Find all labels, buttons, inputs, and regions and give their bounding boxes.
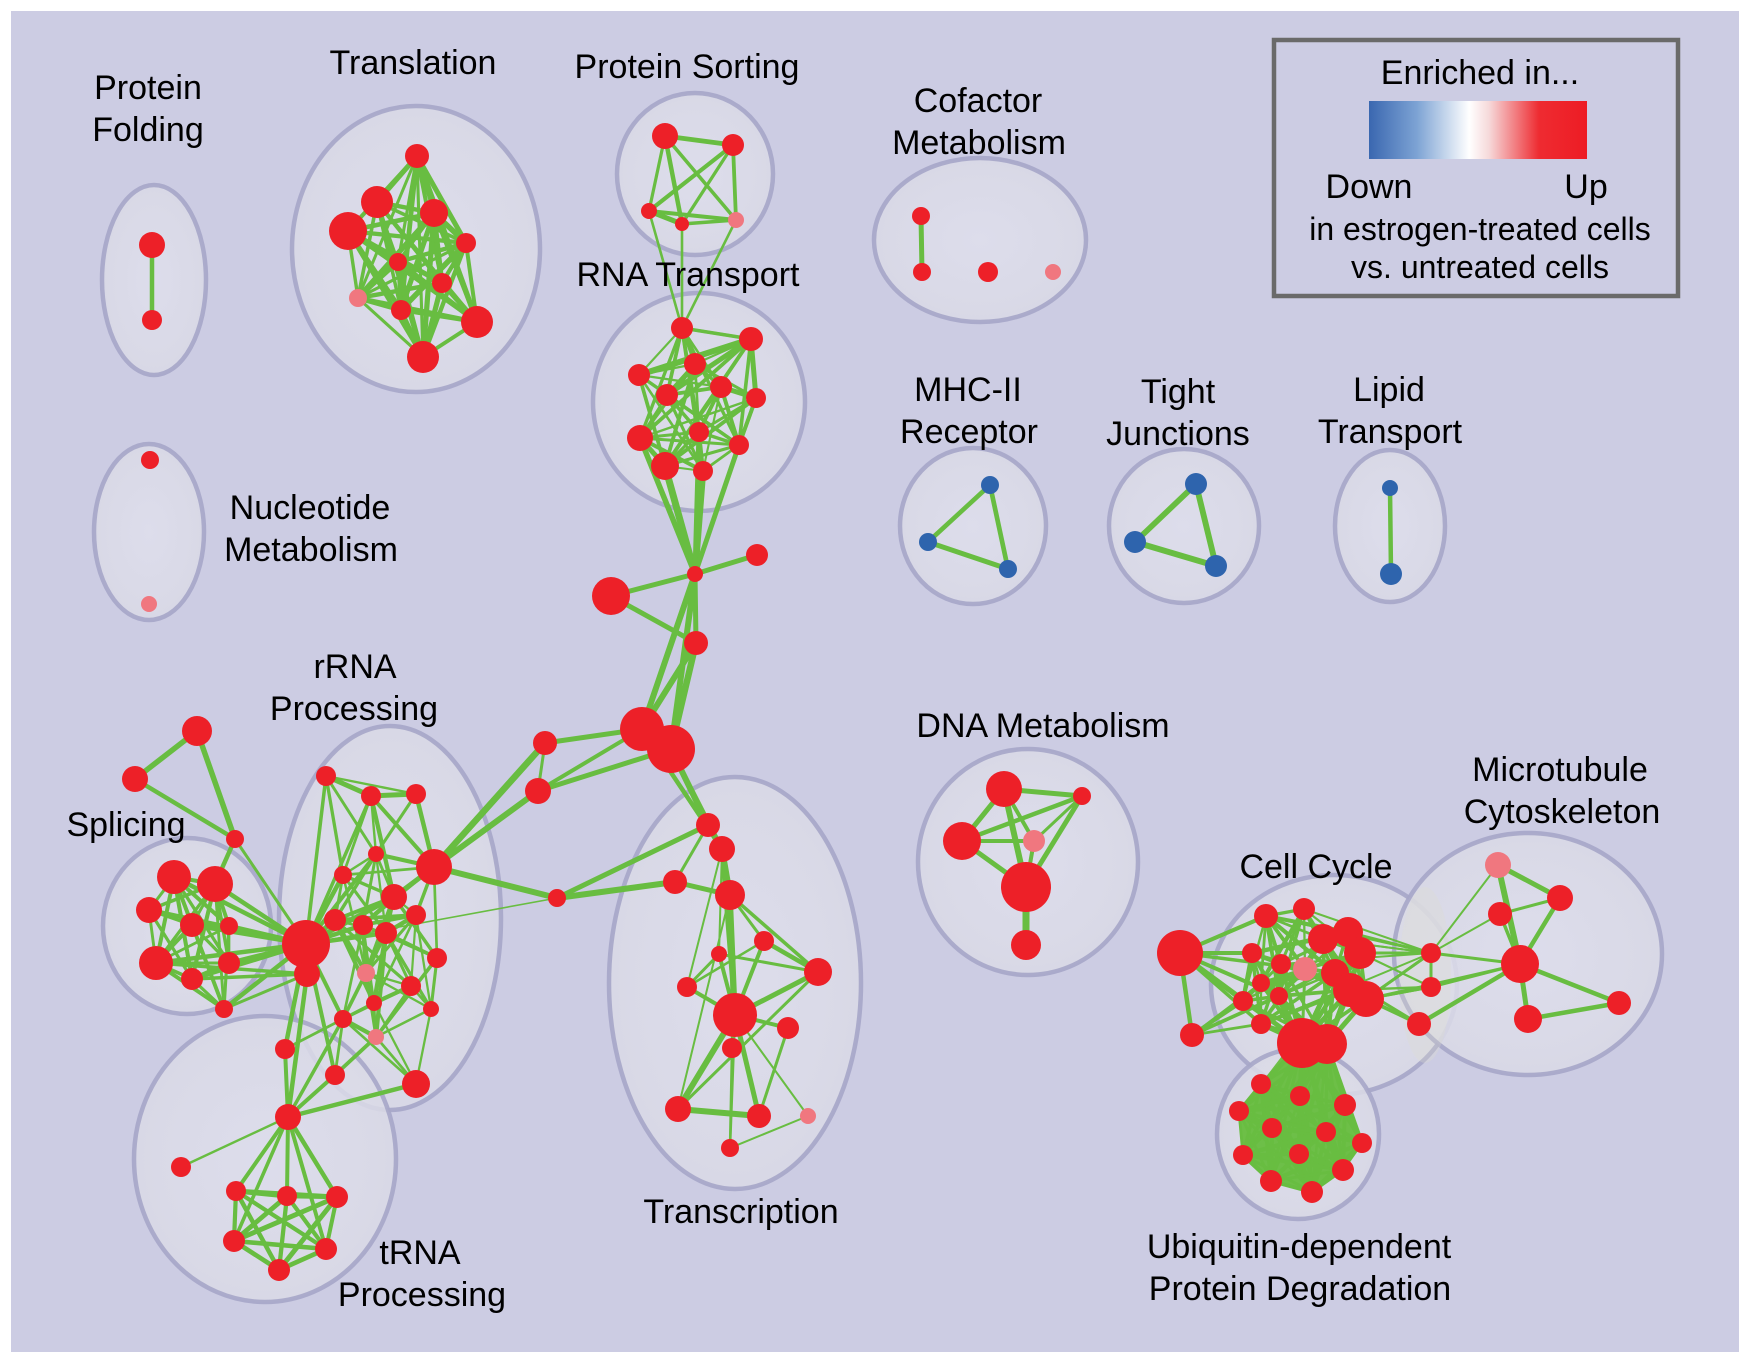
svg-text:Up: Up — [1564, 168, 1607, 206]
svg-text:Protein Sorting: Protein Sorting — [575, 48, 800, 86]
svg-text:in estrogen-treated cells: in estrogen-treated cells — [1309, 211, 1651, 247]
svg-text:Cytoskeleton: Cytoskeleton — [1464, 793, 1661, 831]
svg-text:Tight: Tight — [1141, 373, 1216, 411]
svg-text:Translation: Translation — [330, 44, 497, 82]
svg-text:rRNA: rRNA — [313, 648, 396, 686]
svg-text:Processing: Processing — [270, 690, 438, 728]
svg-text:Protein: Protein — [94, 69, 202, 107]
svg-text:DNA Metabolism: DNA Metabolism — [916, 707, 1169, 745]
svg-text:Receptor: Receptor — [900, 413, 1038, 451]
svg-text:Junctions: Junctions — [1106, 415, 1250, 453]
svg-text:Nucleotide: Nucleotide — [230, 489, 391, 527]
svg-text:Folding: Folding — [92, 111, 204, 149]
svg-text:vs. untreated cells: vs. untreated cells — [1351, 249, 1609, 285]
svg-text:Cell Cycle: Cell Cycle — [1239, 848, 1392, 886]
svg-text:Enriched in...: Enriched in... — [1381, 54, 1579, 92]
svg-text:Lipid: Lipid — [1353, 371, 1425, 409]
svg-text:Processing: Processing — [338, 1276, 506, 1314]
svg-text:Transport: Transport — [1318, 413, 1463, 451]
svg-text:Microtubule: Microtubule — [1472, 751, 1648, 789]
svg-text:Down: Down — [1326, 168, 1413, 206]
svg-text:Protein Degradation: Protein Degradation — [1149, 1270, 1451, 1308]
svg-text:tRNA: tRNA — [379, 1234, 461, 1272]
svg-text:Metabolism: Metabolism — [224, 531, 398, 569]
svg-text:Cofactor: Cofactor — [914, 82, 1043, 120]
svg-text:Metabolism: Metabolism — [892, 124, 1066, 162]
svg-text:RNA Transport: RNA Transport — [577, 256, 801, 294]
svg-text:Transcription: Transcription — [643, 1193, 838, 1231]
svg-text:Ubiquitin-dependent: Ubiquitin-dependent — [1147, 1228, 1452, 1266]
svg-text:MHC-II: MHC-II — [914, 371, 1022, 409]
svg-text:Splicing: Splicing — [66, 806, 185, 844]
